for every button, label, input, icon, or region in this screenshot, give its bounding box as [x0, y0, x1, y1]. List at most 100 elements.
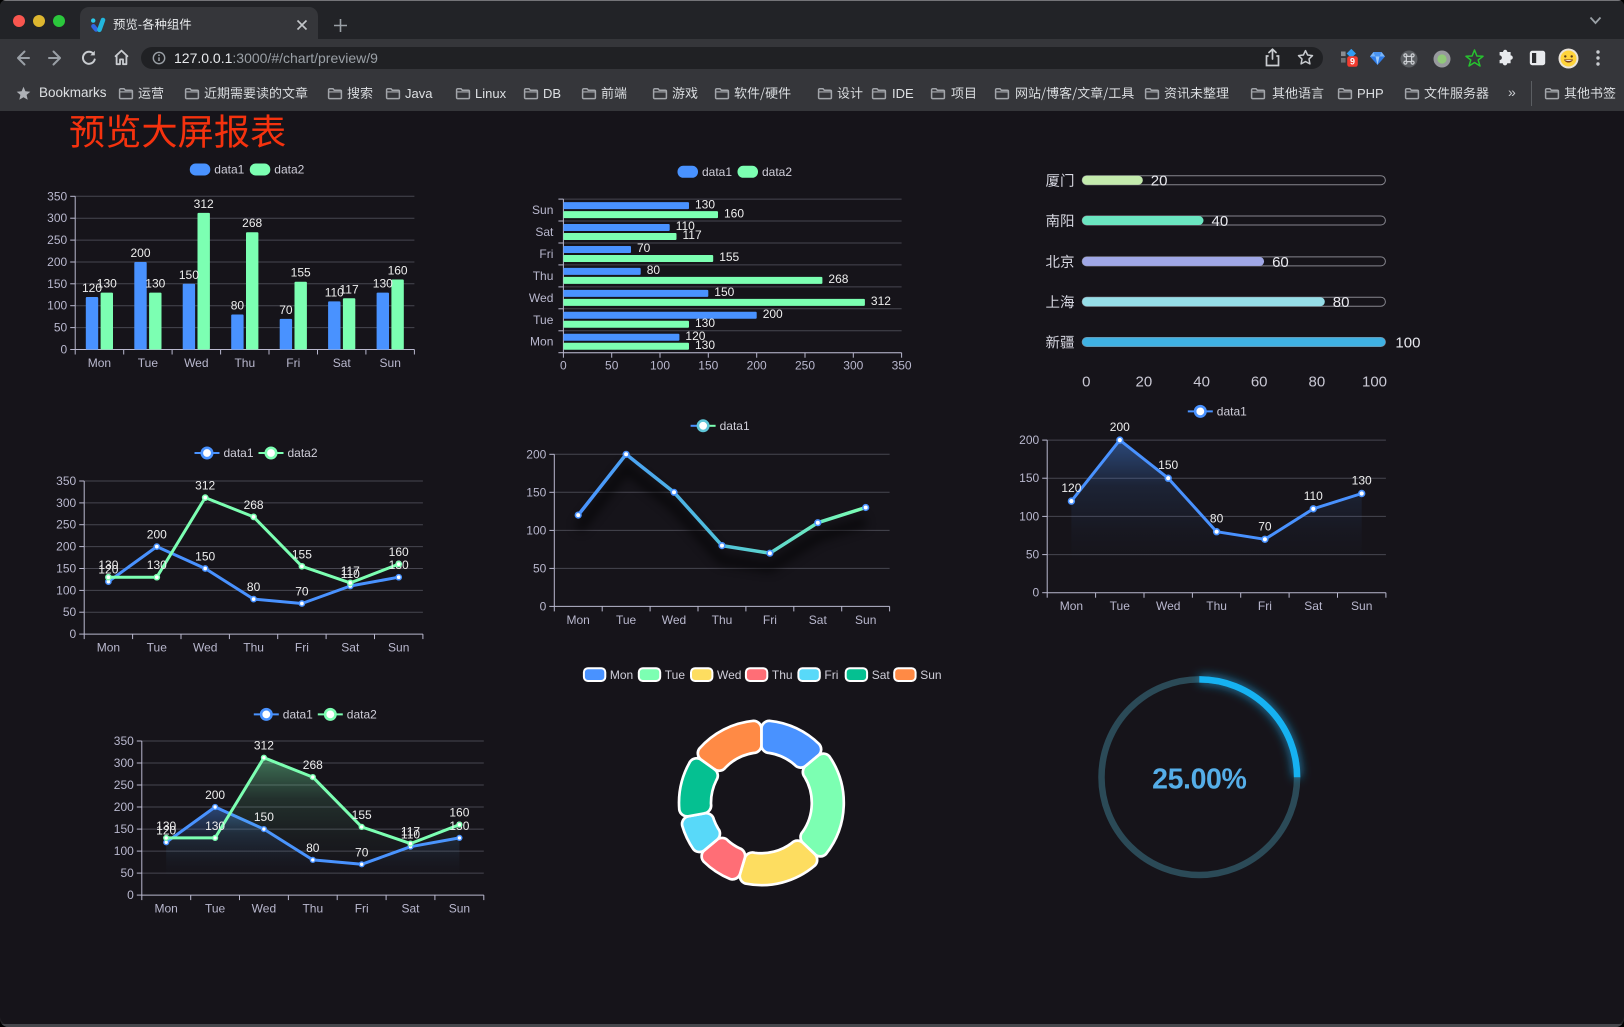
svg-text:160: 160 [449, 806, 469, 820]
svg-text:Mon: Mon [1060, 599, 1083, 613]
svg-text:Fri: Fri [295, 641, 309, 655]
svg-text:70: 70 [355, 845, 369, 859]
svg-text:117: 117 [340, 282, 359, 296]
svg-text:Sun: Sun [855, 613, 876, 627]
svg-text:50: 50 [63, 605, 77, 619]
svg-text:Sun: Sun [388, 641, 409, 655]
svg-text:data1: data1 [1217, 405, 1247, 419]
svg-text:Mon: Mon [88, 356, 111, 370]
svg-text:155: 155 [291, 266, 311, 280]
svg-text:70: 70 [279, 303, 293, 317]
svg-text:80: 80 [1333, 294, 1350, 311]
svg-text:200: 200 [526, 447, 546, 461]
svg-text:312: 312 [871, 294, 891, 308]
svg-text:200: 200 [763, 307, 783, 321]
svg-text:80: 80 [306, 841, 320, 855]
svg-text:130: 130 [373, 277, 393, 291]
svg-text:100: 100 [650, 359, 670, 373]
svg-text:Sun: Sun [1351, 599, 1372, 613]
svg-text:80: 80 [1309, 374, 1326, 391]
svg-text:Sat: Sat [341, 641, 360, 655]
svg-text:0: 0 [560, 359, 567, 373]
svg-text:25.00%: 25.00% [1152, 764, 1246, 796]
svg-text:130: 130 [145, 277, 165, 291]
svg-text:Wed: Wed [1156, 599, 1180, 613]
svg-text:Sat: Sat [401, 902, 420, 916]
svg-text:Wed: Wed [529, 291, 553, 305]
svg-text:Sun: Sun [449, 902, 470, 916]
svg-text:40: 40 [1212, 213, 1229, 230]
svg-text:50: 50 [605, 359, 619, 373]
svg-text:0: 0 [1033, 586, 1040, 600]
svg-text:50: 50 [120, 866, 134, 880]
svg-text:Wed: Wed [252, 902, 276, 916]
svg-text:Fri: Fri [1258, 599, 1272, 613]
svg-text:Thu: Thu [1206, 599, 1227, 613]
svg-text:Sun: Sun [920, 668, 941, 682]
svg-text:117: 117 [401, 825, 420, 839]
svg-text:Thu: Thu [712, 613, 733, 627]
svg-text:Fri: Fri [355, 902, 369, 916]
svg-text:Fri: Fri [763, 613, 777, 627]
svg-text:350: 350 [892, 359, 912, 373]
svg-text:Mon: Mon [530, 335, 553, 349]
svg-text:Tue: Tue [533, 313, 554, 327]
svg-text:120: 120 [98, 563, 118, 577]
svg-text:200: 200 [56, 540, 76, 554]
svg-text:Mon: Mon [610, 668, 633, 682]
svg-text:60: 60 [1272, 254, 1289, 271]
svg-text:Thu: Thu [234, 356, 255, 370]
svg-text:Thu: Thu [302, 902, 323, 916]
svg-text:160: 160 [388, 264, 408, 278]
svg-text:117: 117 [683, 228, 702, 242]
svg-text:120: 120 [82, 281, 102, 295]
svg-text:70: 70 [637, 241, 651, 255]
svg-text:130: 130 [1352, 474, 1372, 488]
svg-text:200: 200 [747, 359, 767, 373]
svg-text:200: 200 [147, 528, 167, 542]
svg-text:120: 120 [685, 329, 705, 343]
svg-text:50: 50 [533, 561, 547, 575]
svg-text:150: 150 [195, 550, 215, 564]
svg-text:data1: data1 [283, 708, 313, 722]
svg-text:50: 50 [54, 321, 68, 335]
svg-text:155: 155 [292, 547, 312, 561]
svg-text:Mon: Mon [567, 613, 590, 627]
svg-text:150: 150 [47, 277, 67, 291]
svg-text:110: 110 [1304, 489, 1323, 503]
svg-text:80: 80 [647, 263, 661, 277]
svg-text:110: 110 [676, 219, 695, 233]
svg-text:100: 100 [114, 844, 134, 858]
svg-text:200: 200 [1019, 433, 1039, 447]
svg-text:data2: data2 [762, 165, 792, 179]
svg-text:data2: data2 [347, 708, 377, 722]
svg-text:Thu: Thu [243, 641, 264, 655]
svg-text:Tue: Tue [205, 902, 226, 916]
svg-text:130: 130 [695, 316, 715, 330]
svg-text:100: 100 [1362, 374, 1387, 391]
svg-text:200: 200 [205, 788, 225, 802]
svg-text:130: 130 [205, 819, 225, 833]
svg-text:data1: data1 [224, 446, 254, 460]
svg-text:120: 120 [156, 823, 176, 837]
svg-text:130: 130 [695, 338, 715, 352]
svg-text:268: 268 [303, 758, 323, 772]
svg-text:0: 0 [540, 599, 547, 613]
svg-text:100: 100 [56, 583, 76, 597]
svg-text:80: 80 [1210, 512, 1224, 526]
svg-text:160: 160 [724, 206, 744, 220]
svg-text:Tue: Tue [147, 641, 168, 655]
svg-text:Sat: Sat [333, 356, 352, 370]
svg-text:150: 150 [698, 359, 718, 373]
svg-text:Mon: Mon [155, 902, 178, 916]
svg-text:200: 200 [47, 255, 67, 269]
svg-text:312: 312 [195, 479, 215, 493]
svg-text:350: 350 [47, 189, 67, 203]
svg-text:130: 130 [147, 558, 167, 572]
svg-text:0: 0 [127, 888, 134, 902]
svg-text:130: 130 [156, 819, 176, 833]
svg-text:60: 60 [1251, 374, 1268, 391]
svg-text:268: 268 [244, 498, 264, 512]
svg-text:data2: data2 [274, 163, 304, 177]
svg-text:Fri: Fri [539, 247, 553, 261]
